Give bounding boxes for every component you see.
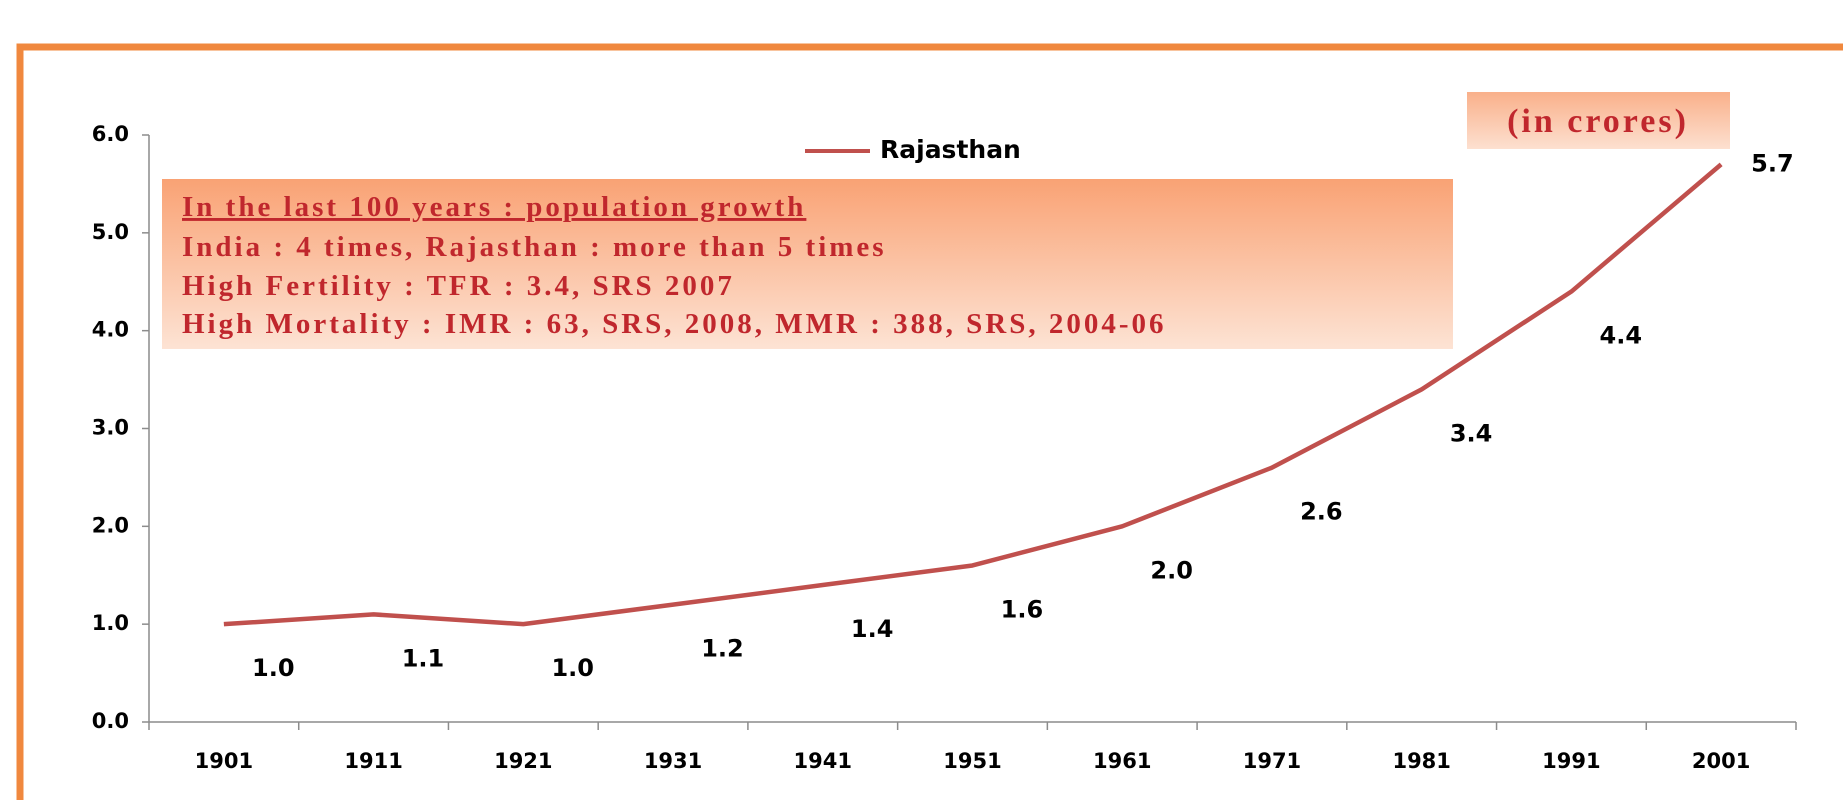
x-tick-label: 1961 — [1093, 749, 1151, 773]
y-tick-label: 4.0 — [92, 318, 129, 342]
x-tick-label: 1991 — [1542, 749, 1600, 773]
x-tick-label: 1911 — [344, 749, 402, 773]
data-label: 3.4 — [1450, 419, 1493, 447]
data-label: 1.0 — [252, 654, 295, 682]
y-tick-label: 1.0 — [92, 611, 129, 635]
data-label: 4.4 — [1600, 322, 1643, 350]
series-line — [223, 162, 1723, 627]
data-label: 1.1 — [402, 644, 445, 672]
x-tick-label: 1941 — [794, 749, 852, 773]
annotation: High Mortality : IMR : 63, SRS, 2008, MM… — [182, 308, 1166, 340]
y-tick-label: 0.0 — [92, 709, 129, 733]
legend-label: Rajasthan — [880, 135, 1021, 164]
unit-note: (in crores) — [1507, 103, 1689, 140]
x-tick-label: 2001 — [1692, 749, 1750, 773]
data-label: 2.0 — [1150, 556, 1193, 584]
annotation: In the last 100 years : population growt… — [182, 191, 806, 223]
x-tick-label: 1971 — [1243, 749, 1301, 773]
annotation: India : 4 times, Rajasthan : more than 5… — [182, 231, 887, 263]
data-label: 1.2 — [701, 635, 744, 663]
data-label: 5.7 — [1751, 149, 1794, 177]
data-label: 2.6 — [1300, 498, 1343, 526]
data-label: 1.0 — [551, 654, 594, 682]
data-label: 1.6 — [1001, 595, 1044, 623]
frame — [16, 43, 1843, 800]
y-tick-label: 6.0 — [92, 122, 129, 146]
x-tick-label: 1921 — [494, 749, 552, 773]
x-tick-label: 1981 — [1392, 749, 1450, 773]
x-tick-label: 1931 — [644, 749, 702, 773]
unit-box — [1467, 92, 1730, 149]
plot-area: 0.0 1.0 2.0 3.0 4.0 5.0 6.0 1901 1911 1921 1931 194… — [92, 122, 1797, 773]
x-tick-label: 1901 — [195, 749, 253, 773]
annotation: High Fertility : TFR : 3.4, SRS 2007 — [182, 270, 735, 302]
data-label: 1.4 — [851, 615, 894, 643]
y-tick-label: 3.0 — [92, 416, 129, 440]
x-tick-label: 1951 — [943, 749, 1001, 773]
annotation-box — [162, 179, 1453, 349]
y-tick-label: 5.0 — [92, 220, 129, 244]
y-tick-label: 2.0 — [92, 513, 129, 537]
